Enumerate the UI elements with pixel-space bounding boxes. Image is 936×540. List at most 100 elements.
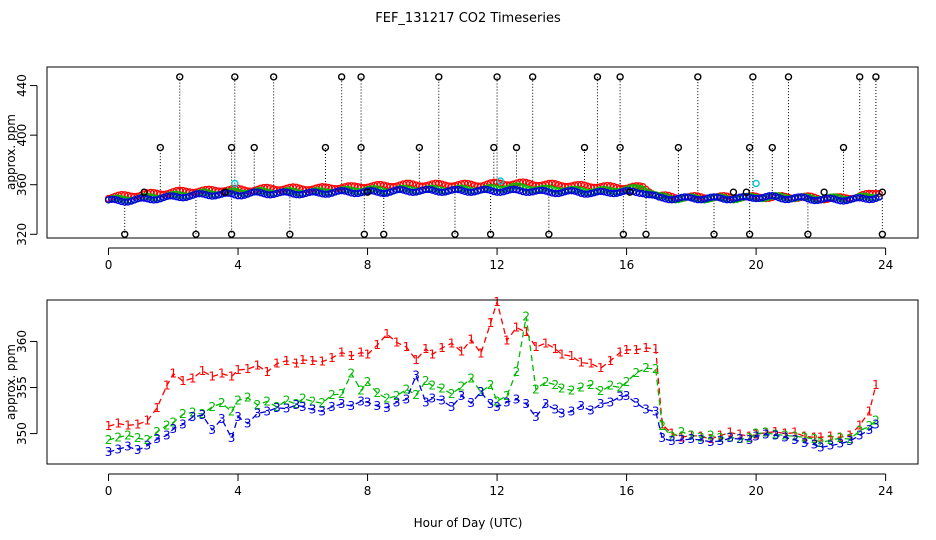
- bottom-point-series-2: 2: [817, 436, 825, 450]
- bottom-point-series-2: 2: [532, 382, 540, 396]
- top-point-series-3: [771, 192, 780, 201]
- bottom-point-series-2: 2: [707, 428, 715, 442]
- bottom-point-series-3: 3: [383, 401, 391, 415]
- top-point-series-3: [202, 191, 210, 199]
- top-point-series-3: [227, 190, 236, 198]
- bottom-point-series-2: 2: [781, 428, 789, 442]
- bottom-point-series-2: 2: [872, 414, 880, 428]
- bottom-point-series-2: 2: [105, 433, 113, 447]
- bottom-point-series-2: 2: [218, 396, 226, 410]
- bottom-point-series-2: 2: [179, 407, 187, 421]
- top-point-series-3: [609, 189, 618, 198]
- bottom-point-series-1: 1: [846, 428, 854, 442]
- top-point-series-3: [328, 189, 336, 197]
- bottom-point-series-2: 2: [503, 389, 511, 403]
- bottom-point-series-2: 2: [422, 374, 430, 388]
- bottom-point-series-3: 3: [318, 404, 326, 418]
- bottom-point-series-2: 2: [309, 394, 317, 408]
- bottom-y-tick-label: 360: [15, 330, 29, 353]
- bottom-point-series-1: 1: [309, 354, 317, 368]
- top-point-series-3: [616, 188, 624, 197]
- top-point-series-3: [467, 188, 475, 197]
- top-point-series-3: [331, 188, 339, 196]
- top-outlier-point: [321, 143, 330, 152]
- bottom-point-series-3: 3: [542, 397, 550, 411]
- top-outlier-point: [820, 188, 828, 196]
- bottom-point-series-2: 2: [318, 396, 326, 410]
- bottom-point-series-3: 3: [208, 423, 216, 437]
- bottom-point-series-3: 3: [607, 395, 615, 409]
- top-point-series-3: [159, 193, 168, 202]
- bottom-point-series-1: 1: [383, 327, 391, 341]
- bottom-point-series-3: 3: [817, 440, 825, 454]
- top-point-series-3: [153, 196, 161, 204]
- top-point-series-3: [270, 190, 278, 199]
- bottom-point-series-1: 1: [697, 429, 705, 443]
- bottom-point-series-3: 3: [169, 422, 177, 436]
- bottom-point-series-2: 2: [477, 385, 485, 399]
- bottom-point-series-2: 2: [623, 375, 631, 389]
- top-outlier-point: [839, 143, 848, 152]
- bottom-point-series-2: 2: [632, 366, 640, 380]
- bottom-point-series-1: 1: [292, 357, 300, 371]
- bottom-point-series-3: 3: [422, 395, 430, 409]
- top-outlier-point: [642, 230, 650, 238]
- bottom-point-series-3: 3: [623, 389, 631, 403]
- top-outlier-point: [512, 143, 521, 152]
- top-point-series-3: [742, 193, 751, 201]
- top-point-series-3: [846, 195, 854, 204]
- top-outlier-point: [856, 73, 864, 81]
- top-point-series-3: [130, 196, 139, 204]
- top-point-series-3: [402, 187, 411, 195]
- top-cyan-point: [752, 179, 760, 188]
- top-outlier-point: [694, 73, 702, 81]
- top-point-series-3: [244, 190, 252, 198]
- bottom-point-series-1: 1: [448, 336, 456, 350]
- top-point-series-3: [658, 194, 666, 202]
- bottom-point-series-3: 3: [273, 401, 281, 415]
- top-point-series-3: [302, 189, 310, 197]
- bottom-point-series-2: 2: [836, 431, 844, 445]
- top-point-series-3: [830, 195, 838, 203]
- bottom-point-series-3: 3: [477, 385, 485, 399]
- top-point-series-3: [396, 185, 404, 194]
- bottom-x-tick-label: 20: [748, 484, 763, 498]
- bottom-point-series-2: 2: [697, 430, 705, 444]
- chart-title: FEF_131217 CO2 Timeseries: [375, 11, 561, 26]
- bottom-point-series-1: 1: [254, 358, 262, 372]
- top-outlier-point: [140, 188, 148, 196]
- bottom-point-series-2: 2: [866, 419, 874, 433]
- bottom-point-series-2: 2: [642, 361, 650, 375]
- bottom-x-tick-label: 8: [364, 484, 372, 498]
- bottom-point-series-3: 3: [348, 399, 356, 413]
- top-cyan-point: [496, 177, 505, 185]
- top-point-series-3: [214, 191, 223, 199]
- bottom-point-series-2: 2: [568, 383, 576, 397]
- bottom-point-series-3: 3: [856, 428, 864, 442]
- bottom-point-series-3: 3: [811, 438, 819, 452]
- top-point-series-3: [240, 191, 249, 199]
- bottom-point-series-1: 1: [678, 430, 686, 444]
- bottom-point-series-2: 2: [189, 405, 197, 419]
- top-point-series-3: [315, 189, 323, 197]
- top-point-series-3: [843, 196, 851, 205]
- top-outlier-point: [192, 230, 200, 238]
- bottom-point-series-3: 3: [114, 442, 122, 456]
- bottom-line-series-1: [108, 299, 877, 440]
- bottom-point-series-3: 3: [373, 399, 381, 413]
- bottom-point-series-1: 1: [467, 333, 475, 347]
- top-outlier-point: [231, 73, 239, 81]
- bottom-point-series-2: 2: [752, 427, 760, 441]
- top-outlier-point: [528, 73, 537, 81]
- bottom-point-series-3: 3: [736, 432, 744, 446]
- top-outlier-point: [360, 230, 369, 238]
- bottom-point-series-3: 3: [292, 398, 300, 412]
- bottom-point-series-3: 3: [254, 406, 262, 420]
- bottom-point-series-1: 1: [568, 349, 576, 363]
- top-y-tick-label: 400: [15, 124, 29, 147]
- bottom-point-series-3: 3: [134, 443, 142, 457]
- top-point-series-3: [545, 188, 553, 196]
- top-outlier-point: [749, 73, 757, 81]
- bottom-point-series-1: 1: [736, 428, 744, 442]
